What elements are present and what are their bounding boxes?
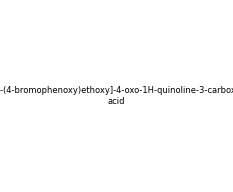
Text: 7-[2-(4-bromophenoxy)ethoxy]-4-oxo-1H-quinoline-3-carboxylic acid: 7-[2-(4-bromophenoxy)ethoxy]-4-oxo-1H-qu… (0, 86, 233, 106)
